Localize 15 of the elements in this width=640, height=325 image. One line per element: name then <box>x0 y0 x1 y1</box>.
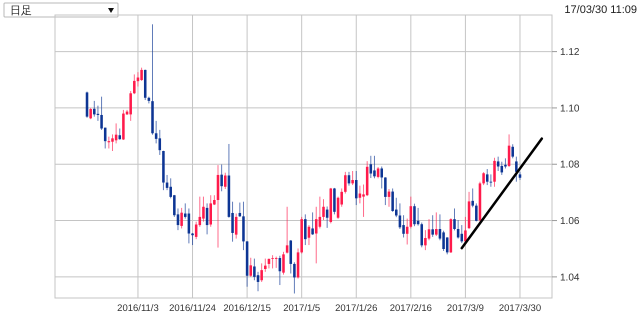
x-tick-label: 2016/11/3 <box>117 303 159 314</box>
x-tick-label: 2017/3/30 <box>498 303 542 314</box>
text: 17/03/30 11:09 <box>564 4 637 16</box>
x-tick-label: 2017/2/16 <box>390 303 432 314</box>
x-tick-label: 2016/12/15 <box>223 303 271 314</box>
x-tick-label: 2017/1/5 <box>283 303 320 314</box>
text: 日足 <box>10 5 32 17</box>
x-tick-label: 2017/3/9 <box>446 303 484 314</box>
y-tick-label: 1.06 <box>560 216 580 228</box>
y-tick-label: 1.04 <box>560 272 580 284</box>
y-tick-label: 1.12 <box>560 47 580 58</box>
y-tick-label: 1.08 <box>560 160 580 171</box>
x-tick-label: 2017/1/26 <box>335 303 378 314</box>
x-tick-label: 2016/11/24 <box>169 303 216 314</box>
y-tick-label: 1.10 <box>560 103 580 114</box>
